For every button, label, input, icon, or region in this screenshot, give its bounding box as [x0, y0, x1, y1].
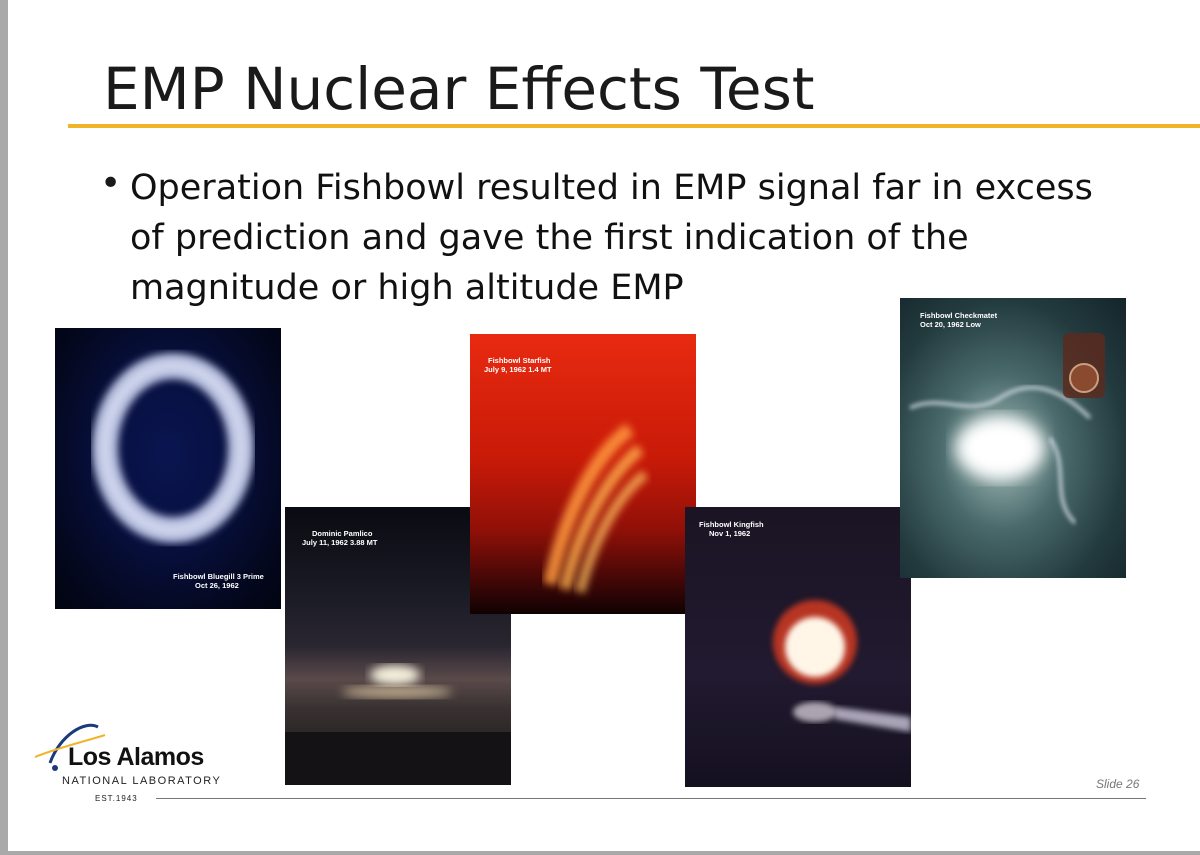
photo-kingfish: Fishbowl Kingfish Nov 1, 1962 [685, 507, 911, 787]
burst-graphic [909, 333, 1105, 525]
bullet-marker: • [100, 163, 122, 204]
ring-cloud-graphic [92, 353, 254, 543]
footer-divider [156, 798, 1146, 799]
logo-name: Los Alamos [68, 743, 204, 771]
photo-caption-line1: Fishbowl Kingfish [699, 520, 764, 529]
photo-pamlico: Dominic Pamlico July 11, 1962 3.88 MT [285, 507, 511, 785]
los-alamos-logo: Los Alamos NATIONAL LABORATORY EST.1943 [30, 715, 230, 805]
photo-caption-line1: Dominic Pamlico [312, 529, 373, 538]
photo-caption-line2: Nov 1, 1962 [709, 529, 751, 538]
photo-caption-line1: Fishbowl Checkmatet [920, 311, 998, 320]
photo-bluegill: Fishbowl Bluegill 3 Prime Oct 26, 1962 [55, 328, 281, 609]
photo-starfish: Fishbowl Starfish July 9, 1962 1.4 MT [470, 334, 696, 614]
slide: EMP Nuclear Effects Test • Operation Fis… [8, 0, 1200, 851]
photo-caption-line2: Oct 20, 1962 Low [920, 320, 981, 329]
slide-number: Slide 26 [1096, 777, 1140, 791]
photo-caption-line2: July 9, 1962 1.4 MT [484, 365, 552, 374]
photo-caption-line2: July 11, 1962 3.88 MT [302, 538, 378, 547]
photo-caption-line1: Fishbowl Bluegill 3 Prime [173, 572, 264, 581]
glowing-sphere-graphic [773, 600, 911, 732]
photo-caption-line2: Oct 26, 1962 [195, 581, 239, 590]
slide-title: EMP Nuclear Effects Test [103, 55, 815, 123]
logo-established: EST.1943 [95, 794, 138, 803]
aurora-streaks-graphic [543, 423, 649, 594]
fireball-graphic [285, 665, 511, 785]
photo-checkmate: Fishbowl Checkmatet Oct 20, 1962 Low [900, 298, 1126, 578]
logo-swoosh-icon [34, 723, 106, 771]
title-divider [68, 124, 1200, 128]
logo-subtitle: NATIONAL LABORATORY [62, 775, 222, 787]
bullet-text: Operation Fishbowl resulted in EMP signa… [130, 168, 1093, 308]
photo-caption-line1: Fishbowl Starfish [488, 356, 551, 365]
